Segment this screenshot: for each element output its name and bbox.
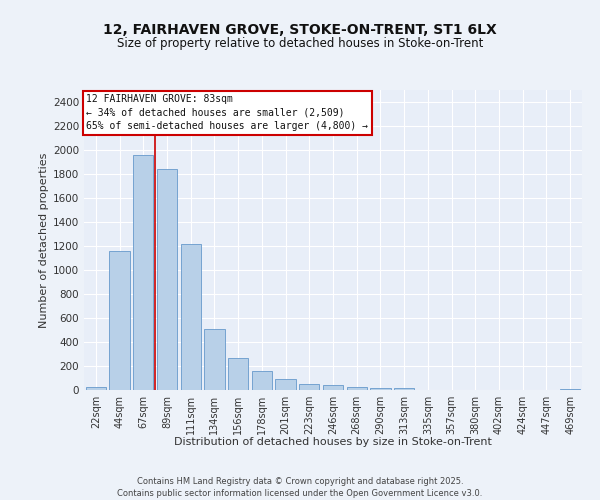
Bar — [347, 387, 367, 390]
Bar — [560, 389, 580, 390]
Bar — [394, 388, 414, 390]
Text: Contains HM Land Registry data © Crown copyright and database right 2025.
Contai: Contains HM Land Registry data © Crown c… — [118, 476, 482, 498]
Bar — [228, 358, 248, 390]
Bar — [157, 169, 177, 390]
Text: 12 FAIRHAVEN GROVE: 83sqm
← 34% of detached houses are smaller (2,509)
65% of se: 12 FAIRHAVEN GROVE: 83sqm ← 34% of detac… — [86, 94, 368, 131]
Y-axis label: Number of detached properties: Number of detached properties — [39, 152, 49, 328]
Bar — [86, 387, 106, 390]
Bar — [109, 252, 130, 390]
Bar — [370, 388, 391, 390]
Bar — [181, 244, 201, 390]
Bar — [205, 329, 224, 390]
Bar — [275, 379, 296, 390]
Text: Size of property relative to detached houses in Stoke-on-Trent: Size of property relative to detached ho… — [117, 38, 483, 51]
Bar — [133, 155, 154, 390]
Bar — [299, 384, 319, 390]
Bar — [323, 386, 343, 390]
Text: 12, FAIRHAVEN GROVE, STOKE-ON-TRENT, ST1 6LX: 12, FAIRHAVEN GROVE, STOKE-ON-TRENT, ST1… — [103, 22, 497, 36]
X-axis label: Distribution of detached houses by size in Stoke-on-Trent: Distribution of detached houses by size … — [174, 437, 492, 447]
Bar — [252, 372, 272, 390]
